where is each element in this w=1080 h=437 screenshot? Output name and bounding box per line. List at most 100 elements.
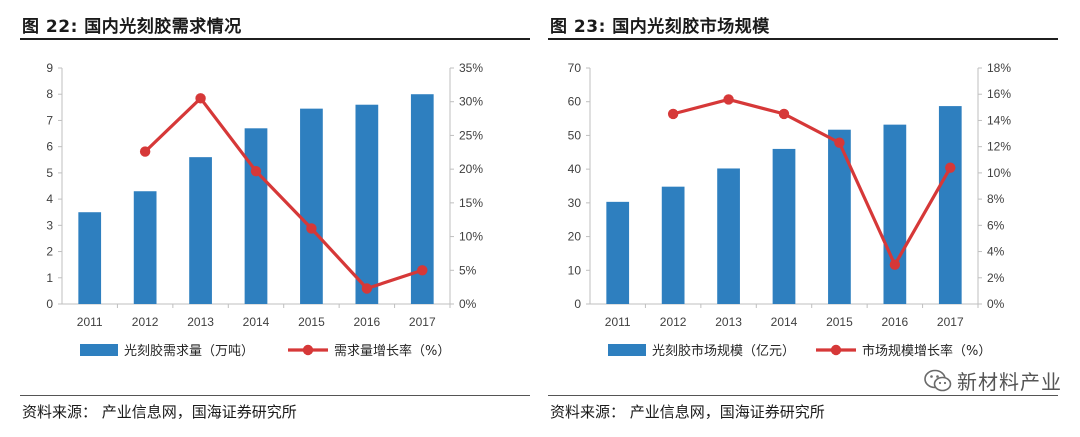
y-right-tick-label: 18% [987, 61, 1011, 75]
wechat-icon [924, 369, 952, 391]
y-left-tick-label: 5 [46, 166, 53, 180]
y-left-tick-label: 10 [568, 263, 582, 277]
x-tick-label: 2012 [132, 315, 159, 329]
y-right-tick-label: 25% [459, 128, 483, 142]
x-tick-label: 2017 [937, 315, 964, 329]
x-tick-label: 2017 [409, 315, 436, 329]
bar [661, 186, 685, 304]
y-right-tick-label: 20% [459, 162, 483, 176]
bar [189, 157, 212, 304]
y-left-tick-label: 30 [568, 196, 582, 210]
growth-line [144, 96, 423, 291]
line-point [889, 259, 901, 270]
line-point [417, 265, 428, 276]
watermark-text: 新材料产业 [957, 370, 1062, 394]
legend-line-label: 需求量增长率（%） [334, 343, 450, 359]
line-point [834, 137, 845, 148]
bar [938, 106, 962, 304]
source-note: 资料来源： 产业信息网，国海证券研究所 [22, 403, 297, 421]
legend-line-label: 市场规模增长率（%） [862, 343, 991, 359]
x-tick-label: 2011 [605, 315, 631, 329]
x-tick-label: 2015 [826, 315, 853, 329]
line-point [306, 223, 317, 234]
y-right-tick-label: 2% [987, 271, 1005, 285]
bar [410, 94, 434, 304]
y-left-tick-label: 40 [568, 162, 582, 176]
y-left-tick-label: 70 [568, 61, 582, 75]
y-left-tick-label: 1 [46, 271, 53, 285]
x-tick-label: 2014 [243, 315, 270, 329]
y-left-tick-label: 9 [46, 61, 53, 75]
bar [244, 128, 268, 304]
x-tick-label: 2011 [77, 315, 103, 329]
line-point [667, 108, 679, 120]
line-point [195, 93, 206, 104]
y-left-tick-label: 60 [568, 95, 582, 109]
source-rule [20, 395, 530, 396]
x-tick-label: 2015 [298, 315, 325, 329]
source-rule [548, 395, 1058, 396]
figure-23-panel: 图 23: 国内光刻胶市场规模 0 10 20 30 40 50 60 70 0% 2% 4% 6% 8… [548, 0, 1068, 437]
y-right-tick-label: 12% [987, 140, 1011, 154]
y-right-tick-label: 6% [987, 218, 1005, 232]
legend-bar-swatch [608, 344, 646, 356]
legend-line-marker [830, 344, 842, 356]
bar [78, 212, 102, 304]
y-left-tick-label: 3 [46, 218, 53, 232]
bar [133, 191, 157, 304]
line-point [723, 94, 734, 105]
x-tick-label: 2016 [882, 315, 909, 329]
line-point [139, 146, 151, 157]
y-right-tick-label: 4% [987, 245, 1005, 259]
figure-22-panel: 图 22: 国内光刻胶需求情况 0 1 2 3 4 5 6 7 8 9 0% 5% 10% 15% 20% 2… [20, 0, 540, 437]
figure-title: 图 22: 国内光刻胶需求情况 [22, 17, 242, 37]
bar [717, 168, 740, 304]
legend-bar-swatch [80, 344, 118, 356]
title-rule [20, 38, 530, 40]
x-tick-label: 2014 [771, 315, 798, 329]
y-left-tick-label: 4 [46, 192, 53, 206]
y-left-tick-label: 0 [574, 297, 581, 311]
figure-title: 图 23: 国内光刻胶市场规模 [550, 17, 770, 37]
y-right-tick-label: 35% [459, 61, 483, 75]
y-right-tick-label: 0% [987, 297, 1005, 311]
y-left-tick-label: 8 [46, 87, 53, 101]
y-right-tick-label: 0% [459, 297, 477, 311]
watermark: 新材料产业 [923, 366, 1062, 395]
y-right-tick-label: 10% [987, 166, 1011, 180]
bar [772, 148, 796, 304]
line-point [945, 162, 956, 173]
y-right-tick-label: 5% [459, 263, 477, 277]
growth-line [672, 97, 952, 267]
demand-chart: 0 1 2 3 4 5 6 7 8 9 0% 5% 10% 15% 20% 25% 30% 35% 2011 2012… [46, 61, 483, 359]
legend-bar-label: 光刻胶需求量（万吨） [124, 343, 254, 359]
line-point [250, 165, 262, 177]
legend-bar-label: 光刻胶市场规模（亿元） [652, 343, 795, 359]
market-size-chart: 0 10 20 30 40 50 60 70 0% 2% 4% 6% 8% 10% 12% 14% 16% 18%… [568, 61, 1012, 359]
y-right-tick-label: 30% [459, 95, 483, 109]
y-left-tick-label: 6 [46, 140, 53, 154]
y-right-tick-label: 15% [459, 196, 483, 210]
x-tick-label: 2013 [187, 315, 214, 329]
bar [606, 201, 630, 304]
bar [828, 129, 851, 304]
y-right-tick-label: 8% [987, 192, 1005, 206]
legend-line-marker [302, 344, 314, 356]
bar [883, 124, 907, 304]
source-note: 资料来源： 产业信息网，国海证券研究所 [550, 403, 825, 421]
line-point [361, 283, 373, 294]
y-left-tick-label: 2 [46, 245, 53, 259]
bar [300, 108, 323, 305]
y-left-tick-label: 50 [568, 128, 582, 142]
title-rule [548, 38, 1058, 40]
y-right-tick-label: 10% [459, 230, 483, 244]
y-right-tick-label: 16% [987, 87, 1011, 101]
bar [355, 104, 379, 304]
y-left-tick-label: 0 [46, 297, 53, 311]
line-point [778, 108, 790, 120]
y-left-tick-label: 20 [568, 230, 582, 244]
x-tick-label: 2016 [354, 315, 381, 329]
y-right-tick-label: 14% [987, 113, 1011, 127]
y-left-tick-label: 7 [46, 113, 53, 127]
x-tick-label: 2012 [660, 315, 687, 329]
